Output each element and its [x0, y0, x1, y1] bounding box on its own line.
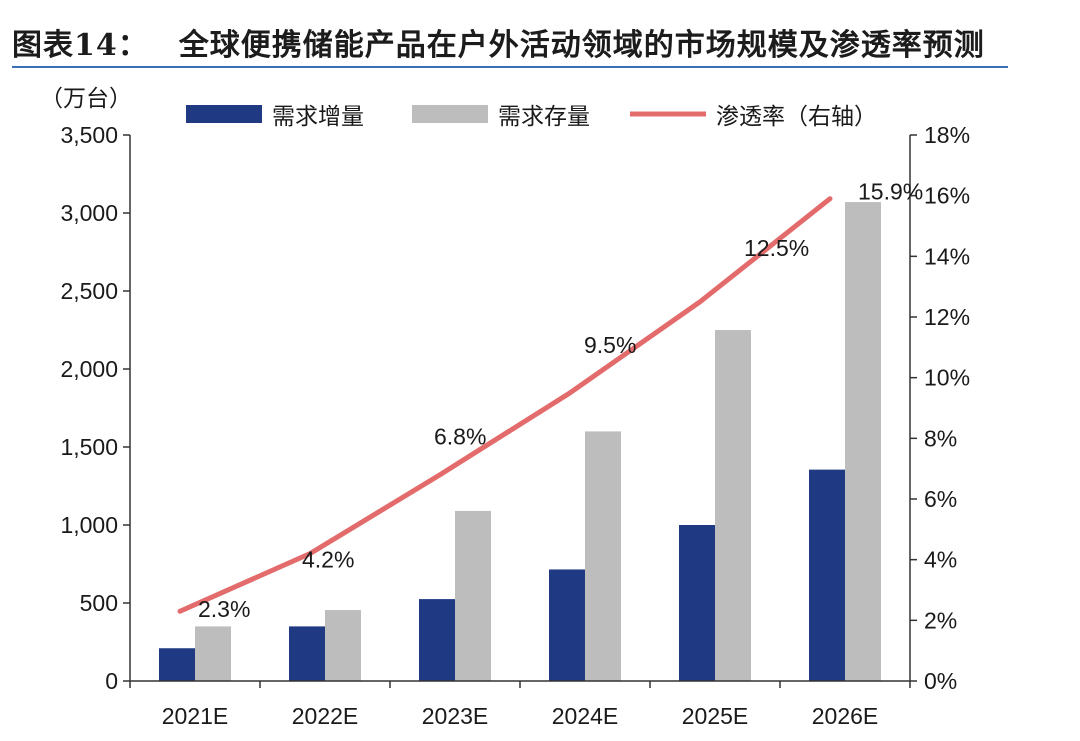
y-tick-label-right-14%: 14%: [924, 243, 970, 269]
y-tick-label-left-3,500: 3,500: [60, 122, 118, 148]
x-tick-label-2023E: 2023E: [422, 703, 489, 729]
data-label-penetration-2026E: 15.9%: [858, 179, 923, 205]
legend-swatch-demand-increment: [186, 105, 262, 123]
y-tick-label-right-2%: 2%: [924, 607, 957, 633]
data-label-penetration-2023E: 6.8%: [434, 424, 486, 450]
y-tick-label-right-18%: 18%: [924, 122, 970, 148]
title-rule: [12, 66, 1008, 68]
bar-demand-increment-2022E: [289, 626, 325, 681]
bar-demand-stock-2021E: [195, 626, 231, 681]
x-tick-label-2024E: 2024E: [552, 703, 619, 729]
legend-swatch-demand-stock: [412, 105, 488, 123]
y-tick-label-right-8%: 8%: [924, 425, 957, 451]
bar-demand-increment-2023E: [419, 599, 455, 681]
y-tick-label-right-6%: 6%: [924, 486, 957, 512]
y-tick-label-left-500: 500: [80, 590, 118, 616]
bar-demand-increment-2026E: [809, 469, 845, 681]
y-tick-label-right-4%: 4%: [924, 547, 957, 573]
bar-demand-increment-2025E: [679, 525, 715, 681]
data-label-penetration-2025E: 12.5%: [744, 235, 809, 261]
x-tick-label-2026E: 2026E: [812, 703, 879, 729]
penetration-line-group: [177, 196, 833, 614]
y-tick-label-left-2,500: 2,500: [60, 278, 118, 304]
x-tick-label-2022E: 2022E: [292, 703, 359, 729]
bars-group: [159, 202, 881, 681]
bar-demand-stock-2024E: [585, 431, 621, 681]
bar-demand-stock-2022E: [325, 610, 361, 681]
legend-label-penetration: 渗透率（右轴）: [716, 104, 877, 130]
y-tick-label-left-1,000: 1,000: [60, 512, 118, 538]
data-labels-group: 2.3% 4.2% 6.8% 9.5% 12.5% 15.9%: [198, 179, 923, 623]
bar-demand-stock-2026E: [845, 202, 881, 681]
data-label-penetration-2022E: 4.2%: [302, 547, 354, 573]
legend-label-demand-increment: 需求增量: [272, 104, 364, 130]
data-label-penetration-2021E: 2.3%: [198, 596, 250, 622]
figure-label: 图表14：: [12, 28, 149, 63]
y-axis-unit-label: （万台）: [40, 86, 132, 112]
chart-title: 图表14： 全球便携储能产品在户外活动领域的市场规模及渗透率预测: [12, 20, 985, 64]
bar-demand-increment-2021E: [159, 648, 195, 681]
bar-demand-stock-2023E: [455, 510, 491, 681]
y-tick-label-left-3,000: 3,000: [60, 200, 118, 226]
data-label-penetration-2024E: 9.5%: [584, 332, 636, 358]
x-tick-label-2021E: 2021E: [162, 703, 229, 729]
y-tick-label-left-0: 0: [105, 668, 118, 694]
axes-group: 0 500 1,000 1,500 2,000 2,500 3,000 3,500 0% 2% 4%…: [60, 122, 970, 729]
legend: 需求增量 需求存量 渗透率（右轴）: [186, 104, 877, 130]
x-tick-label-2025E: 2025E: [682, 703, 749, 729]
y-tick-label-right-16%: 16%: [924, 183, 970, 209]
penetration-line: [177, 196, 833, 614]
y-tick-label-right-12%: 12%: [924, 304, 970, 330]
bar-demand-increment-2024E: [549, 569, 585, 681]
bar-demand-stock-2025E: [715, 330, 751, 681]
y-tick-label-left-1,500: 1,500: [60, 434, 118, 460]
legend-label-demand-stock: 需求存量: [498, 104, 590, 130]
y-tick-label-right-10%: 10%: [924, 365, 970, 391]
figure-title: 全球便携储能产品在户外活动领域的市场规模及渗透率预测: [178, 28, 985, 63]
y-tick-label-left-2,000: 2,000: [60, 356, 118, 382]
y-tick-label-right-0%: 0%: [924, 668, 957, 694]
